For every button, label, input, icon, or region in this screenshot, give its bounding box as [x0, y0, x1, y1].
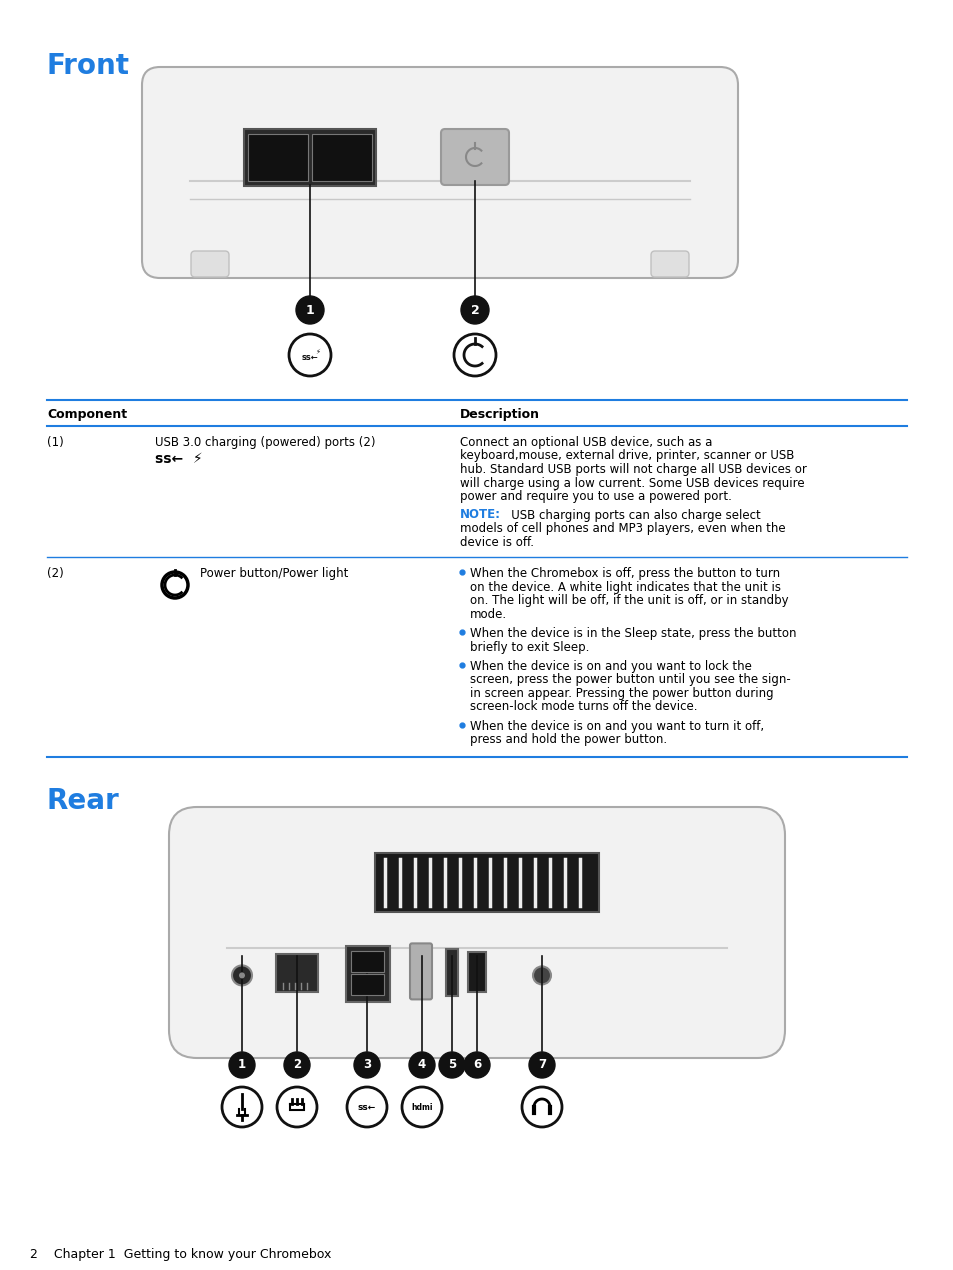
- Text: briefly to exit Sleep.: briefly to exit Sleep.: [470, 640, 589, 654]
- Text: 6: 6: [473, 1058, 480, 1072]
- Circle shape: [162, 572, 188, 598]
- FancyBboxPatch shape: [351, 951, 384, 972]
- FancyBboxPatch shape: [244, 130, 375, 185]
- Text: 2: 2: [293, 1058, 301, 1072]
- Text: 1: 1: [237, 1058, 246, 1072]
- Text: Connect an optional USB device, such as a: Connect an optional USB device, such as …: [459, 436, 712, 450]
- Text: press and hold the power button.: press and hold the power button.: [470, 734, 666, 747]
- Text: ss←: ss←: [357, 1104, 375, 1113]
- Text: device is off.: device is off.: [459, 536, 534, 549]
- Circle shape: [529, 1052, 555, 1078]
- Text: will charge using a low current. Some USB devices require: will charge using a low current. Some US…: [459, 476, 803, 489]
- Circle shape: [401, 1087, 441, 1126]
- Text: 7: 7: [537, 1058, 545, 1072]
- Text: Component: Component: [47, 408, 127, 420]
- FancyBboxPatch shape: [410, 944, 432, 999]
- Circle shape: [438, 1052, 464, 1078]
- Circle shape: [222, 1087, 262, 1126]
- Text: hdmi: hdmi: [411, 1104, 433, 1113]
- FancyBboxPatch shape: [142, 67, 738, 278]
- Text: USB charging ports can also charge select: USB charging ports can also charge selec…: [499, 508, 760, 522]
- Text: power and require you to use a powered port.: power and require you to use a powered p…: [459, 490, 731, 503]
- Circle shape: [229, 1052, 254, 1078]
- Text: 4: 4: [417, 1058, 426, 1072]
- Circle shape: [295, 296, 324, 324]
- Text: 2: 2: [470, 304, 478, 316]
- Text: ⚡: ⚡: [315, 349, 320, 356]
- FancyBboxPatch shape: [248, 135, 308, 182]
- Text: hub. Standard USB ports will not charge all USB devices or: hub. Standard USB ports will not charge …: [459, 464, 806, 476]
- Text: on. The light will be off, if the unit is off, or in standby: on. The light will be off, if the unit i…: [470, 594, 788, 607]
- Circle shape: [284, 1052, 310, 1078]
- Text: screen-lock mode turns off the device.: screen-lock mode turns off the device.: [470, 701, 697, 714]
- FancyBboxPatch shape: [312, 135, 372, 182]
- Circle shape: [454, 334, 496, 376]
- Text: keyboard,mouse, external drive, printer, scanner or USB: keyboard,mouse, external drive, printer,…: [459, 450, 794, 462]
- Text: 3: 3: [362, 1058, 371, 1072]
- Text: Rear: Rear: [47, 787, 120, 815]
- FancyBboxPatch shape: [375, 853, 598, 912]
- FancyBboxPatch shape: [650, 251, 688, 277]
- FancyBboxPatch shape: [446, 950, 457, 997]
- Text: Description: Description: [459, 408, 539, 420]
- FancyBboxPatch shape: [346, 946, 390, 1002]
- Text: 1: 1: [305, 304, 314, 316]
- Text: models of cell phones and MP3 players, even when the: models of cell phones and MP3 players, e…: [459, 522, 785, 535]
- Circle shape: [289, 334, 331, 376]
- Text: mode.: mode.: [470, 607, 507, 621]
- FancyBboxPatch shape: [169, 806, 784, 1058]
- Text: When the Chromebox is off, press the button to turn: When the Chromebox is off, press the but…: [470, 566, 780, 580]
- FancyBboxPatch shape: [351, 974, 384, 994]
- Circle shape: [460, 296, 489, 324]
- Text: Front: Front: [47, 52, 130, 80]
- Circle shape: [239, 973, 245, 978]
- Text: 2    Chapter 1  Getting to know your Chromebox: 2 Chapter 1 Getting to know your Chromeb…: [30, 1248, 331, 1261]
- FancyBboxPatch shape: [275, 954, 317, 992]
- Circle shape: [347, 1087, 387, 1126]
- Text: NOTE:: NOTE:: [459, 508, 500, 522]
- Circle shape: [232, 965, 252, 986]
- Text: screen, press the power button until you see the sign-: screen, press the power button until you…: [470, 673, 790, 687]
- Circle shape: [276, 1087, 316, 1126]
- Text: on the device. A white light indicates that the unit is: on the device. A white light indicates t…: [470, 580, 781, 593]
- Text: in screen appear. Pressing the power button during: in screen appear. Pressing the power but…: [470, 687, 773, 700]
- Circle shape: [354, 1052, 379, 1078]
- Circle shape: [463, 1052, 490, 1078]
- Text: ss←  ⚡: ss← ⚡: [154, 452, 202, 466]
- FancyBboxPatch shape: [440, 130, 509, 185]
- Text: (2): (2): [47, 566, 64, 580]
- FancyBboxPatch shape: [468, 952, 485, 992]
- Text: (1): (1): [47, 436, 64, 450]
- Text: USB 3.0 charging (powered) ports (2): USB 3.0 charging (powered) ports (2): [154, 436, 375, 450]
- Text: When the device is in the Sleep state, press the button: When the device is in the Sleep state, p…: [470, 627, 796, 640]
- Circle shape: [533, 966, 551, 984]
- Text: 5: 5: [447, 1058, 456, 1072]
- FancyBboxPatch shape: [191, 251, 229, 277]
- Text: When the device is on and you want to lock the: When the device is on and you want to lo…: [470, 660, 751, 673]
- Text: ss←: ss←: [301, 353, 318, 362]
- Circle shape: [521, 1087, 561, 1126]
- Text: Power button/Power light: Power button/Power light: [200, 566, 348, 580]
- Text: When the device is on and you want to turn it off,: When the device is on and you want to tu…: [470, 720, 763, 733]
- Circle shape: [409, 1052, 435, 1078]
